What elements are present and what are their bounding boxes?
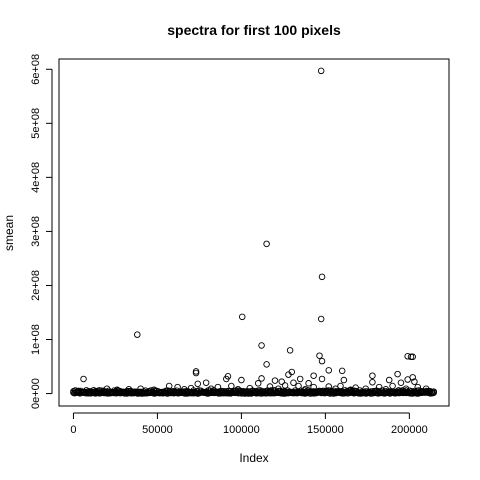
data-point-outlier [337,382,344,390]
data-point-outlier [318,273,326,281]
data-point-outlier [134,331,141,338]
data-point-outlier [263,240,270,248]
data-point-outlier [407,353,415,361]
data-point-outlier [238,313,246,321]
data-point-outlier [285,371,292,378]
data-point-outlier [375,383,383,391]
data-point-outlier [214,383,222,391]
data-point-outlier [347,386,354,394]
data-point-outlier [137,385,144,392]
data-point-outlier [305,380,312,387]
data-point-outlier [362,385,369,392]
data-point-outlier [316,352,323,359]
data-point-outlier [271,377,279,384]
data-point-outlier [301,385,309,393]
data-point-outlier [404,353,411,360]
y-tick-label: 0e+00 [30,378,42,409]
data-point-outlier [258,342,265,349]
x-tick-label: 50000 [142,424,173,436]
data-point-outlier [340,376,348,384]
chart-title: spectra for first 100 pixels [167,22,341,38]
x-axis: 0 50000 100000 150000 200000 [70,412,428,436]
data-point-outlier [202,379,210,387]
data-point-outlier [369,372,376,379]
data-point-outlier [422,385,430,392]
data-point-outlier [318,375,326,383]
data-point-outlier [332,385,339,392]
data-point-outlier [397,379,405,387]
data-point-outlier [369,378,376,386]
data-point-outlier [238,376,245,384]
data-point-outlier [411,378,418,385]
data-point-outlier [286,347,294,354]
data-point-outlier [246,384,254,392]
data-point-outlier [414,383,422,391]
data-point-outlier [402,385,410,392]
data-point-outlier [90,387,97,394]
data-point-outlier [317,315,325,323]
data-point-outlier [125,385,133,393]
data-point-outlier [317,67,325,75]
data-point [430,388,437,395]
y-tick-label: 5e+08 [30,108,42,139]
data-points [70,67,437,397]
data-point-outlier [207,385,215,392]
data-point-outlier [258,375,265,382]
x-tick-label: 150000 [307,424,344,436]
data-point-outlier [382,385,390,393]
y-tick-label: 4e+08 [30,162,42,193]
x-axis-label: Index [239,451,268,465]
y-axis: 0e+00 1e+08 2e+08 3e+08 4e+08 5e+08 6e+08 [30,54,53,409]
data-point-outlier [194,380,201,388]
data-point-outlier [281,382,289,389]
data-point-outlier [318,357,326,365]
y-tick-label: 1e+08 [30,324,42,355]
data-point-outlier [404,376,411,383]
data-point-outlier [385,376,393,384]
x-tick-label: 200000 [391,424,428,436]
data-point-outlier [310,372,317,379]
data-point-outlier [325,367,332,374]
x-tick-label: 100000 [223,424,260,436]
data-point-outlier [394,370,401,378]
y-tick-label: 6e+08 [30,54,42,85]
data-point-outlier [325,383,332,390]
data-point-outlier [296,375,304,383]
data-point-outlier [174,383,181,391]
data-point-outlier [228,382,235,390]
data-point-outlier [254,380,262,387]
data-point-outlier [150,386,158,394]
data-point-outlier [113,386,121,394]
data-point-outlier [181,385,188,393]
data-point-outlier [290,379,297,387]
y-tick-label: 3e+08 [30,216,42,247]
data-point-outlier [103,385,111,392]
data-point-outlier [75,387,82,395]
plot-frame [58,58,450,407]
x-tick-label: 0 [70,424,76,436]
data-point-outlier [165,382,173,390]
data-point-outlier [409,353,416,361]
data-point-outlier [275,385,282,392]
data-point-outlier [310,383,317,391]
data-point-outlier [80,375,87,383]
y-axis-label: smean [2,215,16,251]
data-point-outlier [187,384,195,392]
data-point-outlier [223,375,230,383]
data-point-outlier [278,378,285,385]
data-point-outlier [338,367,346,375]
data-point-outlier [234,385,242,393]
data-point-outlier [266,383,274,390]
data-point-outlier [263,361,270,368]
y-tick-label: 2e+08 [30,270,42,301]
data-point-outlier [389,382,396,390]
data-point-outlier [295,382,302,390]
data-point-outlier [192,369,200,377]
